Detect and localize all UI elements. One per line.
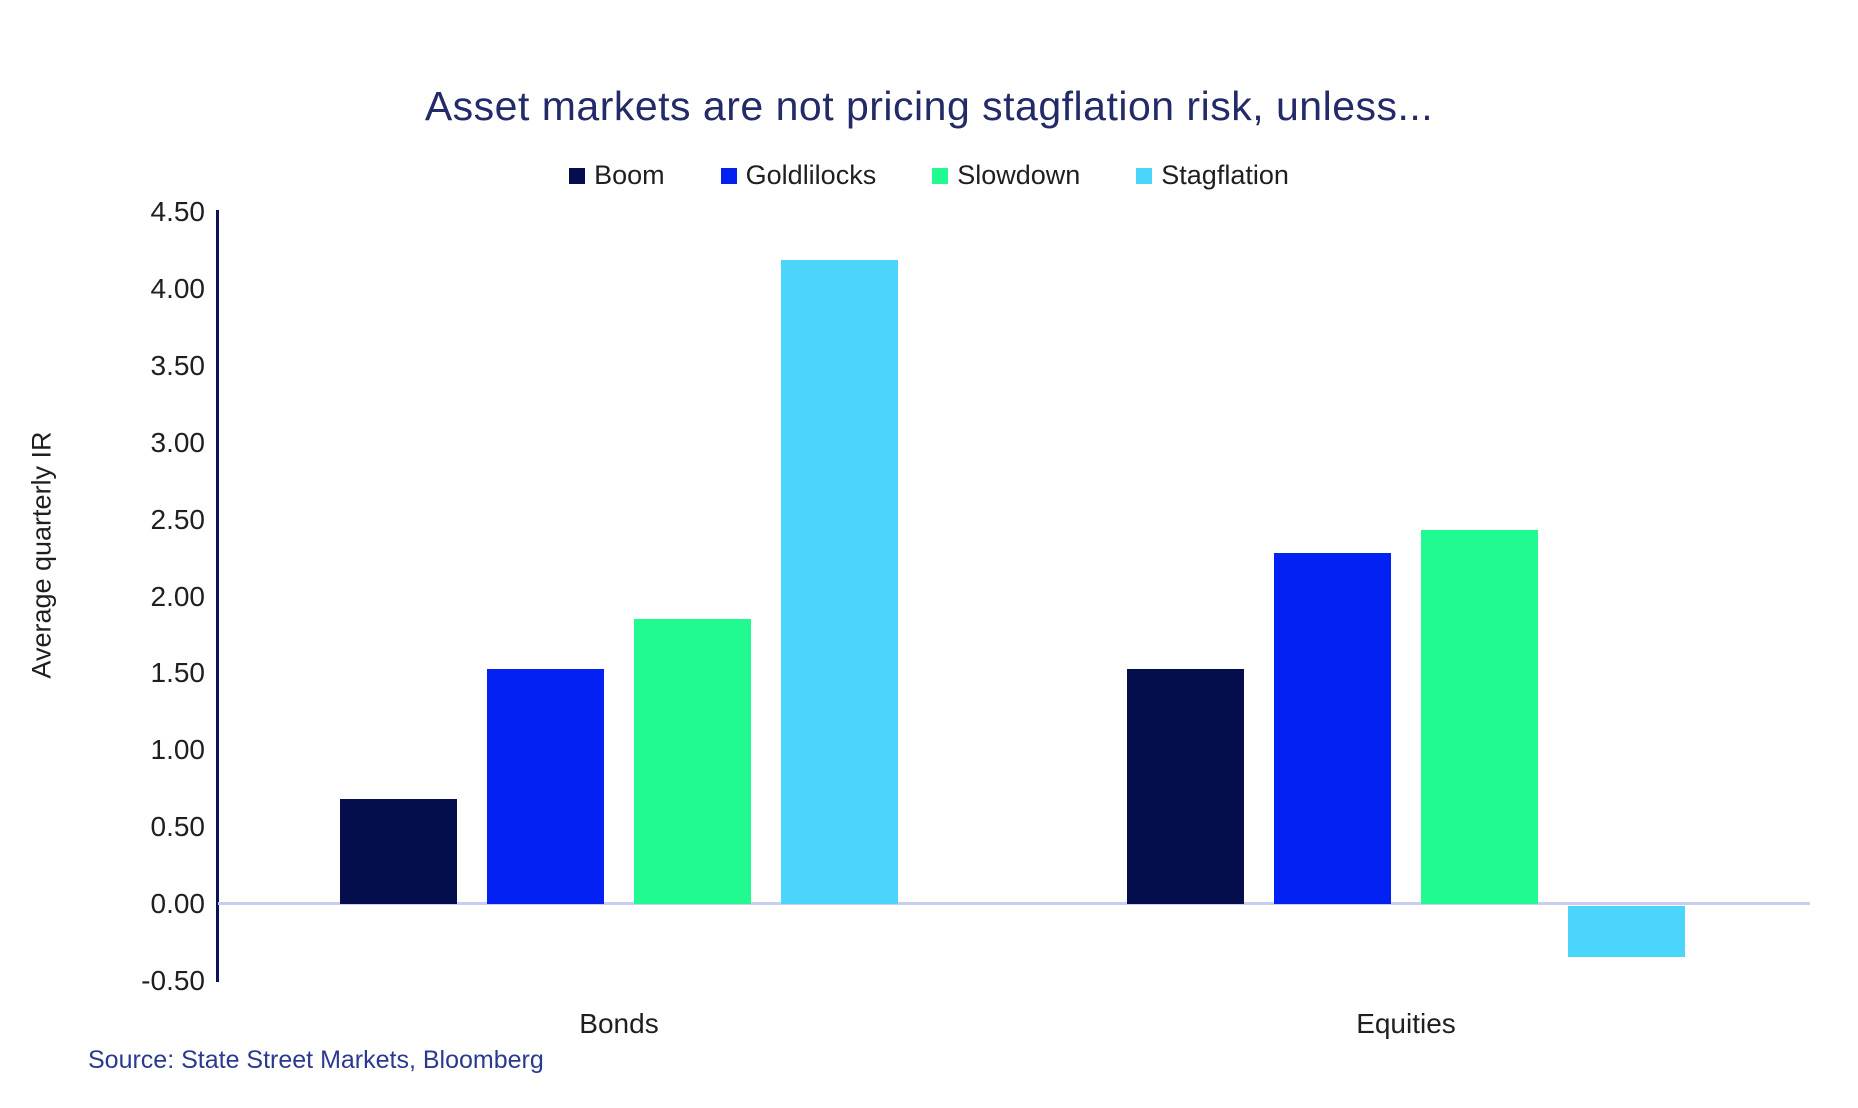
- legend: Boom Goldlilocks Slowdown Stagflation: [0, 160, 1858, 191]
- y-tick--0.50: -0.50: [141, 965, 205, 996]
- legend-label: Boom: [594, 160, 665, 190]
- bar-bonds-goldlilocks: [487, 669, 604, 904]
- chart-title: Asset markets are not pricing stagflatio…: [424, 83, 1434, 129]
- y-tick-3.50: 3.50: [150, 350, 206, 381]
- y-tick-4.50: 4.50: [150, 196, 206, 227]
- y-tick-0.50: 0.50: [150, 811, 206, 842]
- bar-bonds-boom: [340, 799, 457, 904]
- legend-swatch-goldlilocks: [720, 167, 737, 184]
- y-axis-title: Average quarterly IR: [26, 431, 57, 679]
- legend-item-slowdown: Slowdown: [932, 160, 1080, 191]
- y-tick-4.00: 4.00: [150, 273, 206, 304]
- legend-swatch-slowdown: [932, 167, 949, 184]
- legend-swatch-boom: [569, 167, 586, 184]
- bar-equities-stagflation: [1568, 906, 1685, 957]
- legend-label: Stagflation: [1161, 160, 1289, 190]
- legend-label: Goldlilocks: [745, 160, 877, 190]
- y-tick-1.50: 1.50: [150, 657, 206, 688]
- source-note: Source: State Street Markets, Bloomberg: [88, 1046, 544, 1074]
- y-tick-3.00: 3.00: [150, 427, 206, 458]
- legend-swatch-stagflation: [1136, 167, 1153, 184]
- legend-item-goldlilocks: Goldlilocks: [720, 160, 877, 191]
- bar-bonds-stagflation: [781, 260, 898, 904]
- legend-item-boom: Boom: [569, 160, 665, 191]
- y-tick-1.00: 1.00: [150, 734, 206, 765]
- y-tick-2.00: 2.00: [150, 581, 206, 612]
- zero-baseline: [218, 902, 1810, 905]
- y-axis-line: [216, 210, 219, 982]
- bar-bonds-slowdown: [634, 619, 751, 904]
- legend-item-stagflation: Stagflation: [1136, 160, 1289, 191]
- y-tick-2.50: 2.50: [150, 504, 206, 535]
- bar-equities-boom: [1127, 669, 1244, 904]
- x-category-bonds: Bonds: [579, 1008, 659, 1039]
- bar-equities-slowdown: [1421, 530, 1538, 904]
- bar-equities-goldlilocks: [1274, 553, 1391, 904]
- x-category-equities: Equities: [1356, 1008, 1456, 1039]
- y-tick-0.00: 0.00: [150, 888, 206, 919]
- legend-label: Slowdown: [957, 160, 1081, 190]
